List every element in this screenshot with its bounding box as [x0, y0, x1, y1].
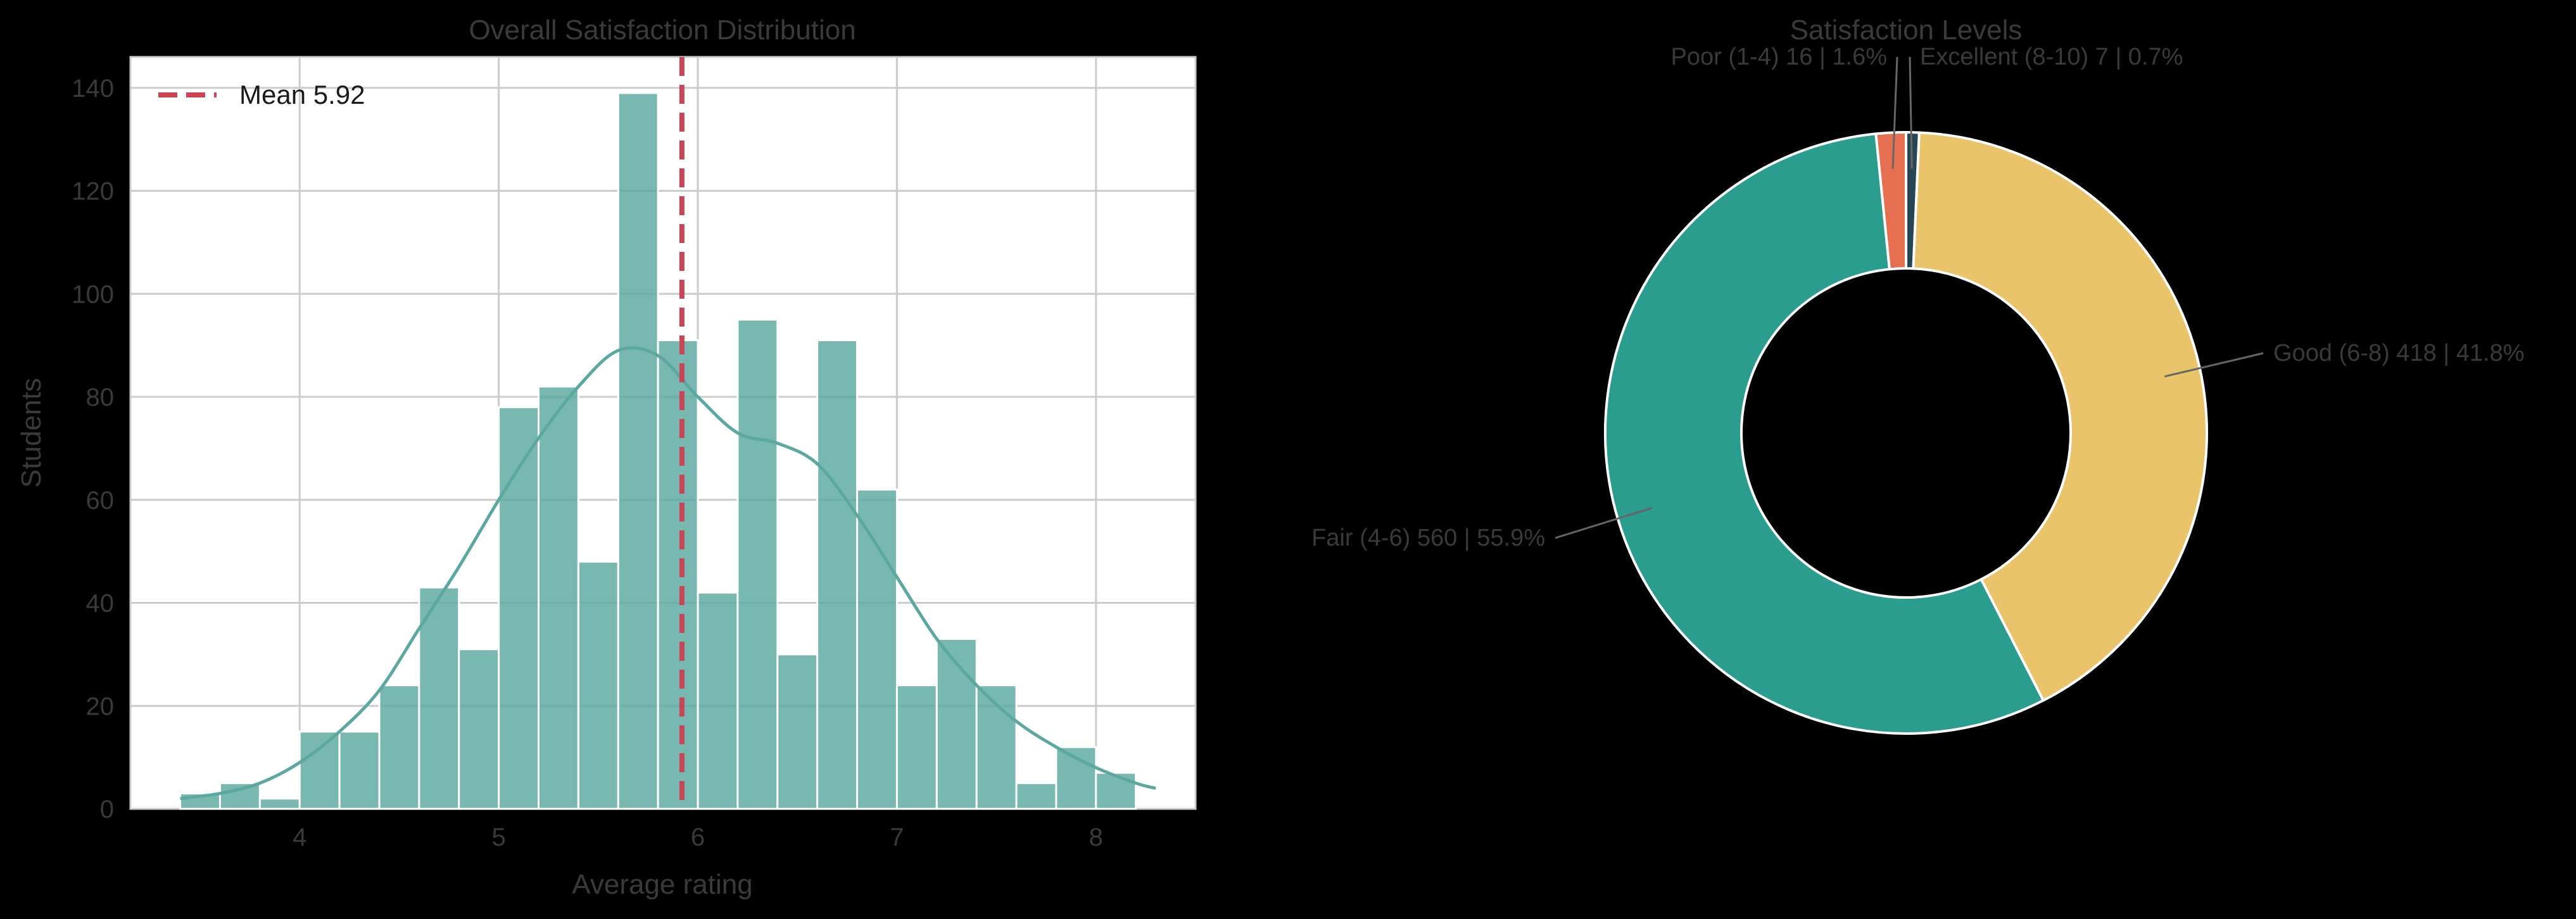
- y-tick-label: 20: [86, 692, 115, 720]
- y-tick-label: 40: [86, 590, 115, 618]
- histogram-y-axis-label: Students: [16, 378, 47, 488]
- donut-slice-label: Poor (1-4) 16 | 1.6%: [1671, 44, 1887, 70]
- histogram-bar: [697, 591, 739, 810]
- donut-labels: Excellent (8-10) 7 | 0.7% Good (6-8) 418 …: [1311, 44, 2524, 551]
- donut-slices: [1604, 130, 2208, 735]
- donut-slice-label: Excellent (8-10) 7 | 0.7%: [1920, 44, 2183, 70]
- y-tick-label: 140: [72, 75, 114, 103]
- x-tick-label: 7: [890, 823, 904, 851]
- donut-slice: [1604, 132, 2045, 735]
- donut-leader-line: [2164, 352, 2264, 378]
- histogram-bar: [338, 730, 381, 810]
- x-tick-label: 8: [1089, 823, 1103, 851]
- histogram-bar: [776, 653, 819, 810]
- donut-slice: [1912, 131, 2208, 703]
- y-tick-label: 0: [100, 796, 114, 823]
- histogram-bars: [179, 92, 1137, 810]
- histogram-bar: [816, 339, 859, 810]
- histogram-bar: [1015, 782, 1058, 810]
- donut-leader-line: [1891, 56, 1898, 169]
- y-tick-label: 120: [72, 178, 114, 206]
- y-tick-label: 80: [86, 384, 115, 411]
- histogram-bar: [577, 560, 619, 810]
- donut-leader-line: [1555, 506, 1653, 539]
- donut-slice: [1874, 130, 1907, 271]
- histogram-bar: [458, 648, 500, 810]
- donut-slice-label: Good (6-8) 418 | 41.8%: [2273, 340, 2524, 366]
- histogram-bar: [298, 730, 341, 810]
- histogram-y-ticks: 0 20 40 60 80 100 120 140: [72, 75, 114, 823]
- legend-mean-label: Mean 5.92: [239, 80, 365, 109]
- donut-leader-line: [1909, 56, 1913, 169]
- histogram-bar: [895, 684, 938, 810]
- y-tick-label: 100: [72, 280, 114, 308]
- x-tick-label: 6: [691, 823, 705, 851]
- histogram-bar: [418, 586, 460, 810]
- x-tick-label: 4: [293, 823, 306, 851]
- donut-slice-label: Fair (4-6) 560 | 55.9%: [1311, 525, 1545, 551]
- histogram-bar: [657, 339, 699, 810]
- histogram-title: Overall Satisfaction Distribution: [469, 15, 856, 46]
- histogram-bar: [1095, 772, 1137, 810]
- x-tick-label: 5: [492, 823, 506, 851]
- histogram-bar: [856, 489, 898, 810]
- y-tick-label: 60: [86, 487, 115, 515]
- histogram-bar: [935, 637, 978, 810]
- histogram-bar: [538, 385, 579, 810]
- histogram-bar: [617, 92, 659, 810]
- histogram-x-axis-label: Average rating: [572, 869, 752, 900]
- histogram-x-ticks: 4 5 6 7 8: [293, 823, 1103, 851]
- donut-title: Satisfaction Levels: [1790, 15, 2023, 46]
- kde-curve: [180, 346, 1156, 801]
- histogram-bar: [378, 684, 420, 810]
- histogram-bar: [498, 406, 540, 810]
- histogram-bar: [258, 797, 301, 810]
- donut-panel: Satisfaction Levels Excellent (8-10) 7 |…: [1311, 15, 2524, 735]
- histogram-bar: [218, 782, 261, 810]
- histogram-legend: Mean 5.92: [158, 80, 365, 109]
- histogram-bar: [736, 318, 779, 810]
